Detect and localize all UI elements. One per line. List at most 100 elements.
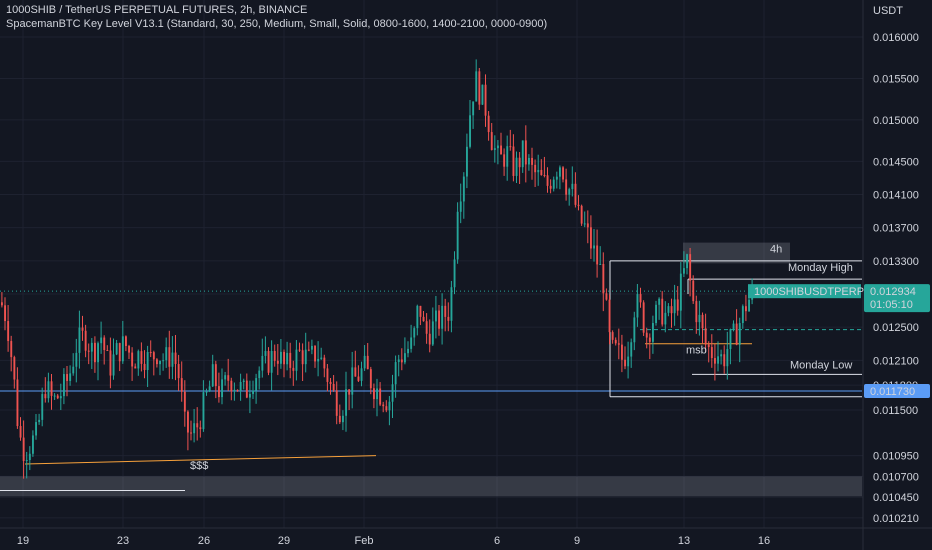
annotation-label: Monday High	[788, 262, 853, 274]
candle-body	[221, 379, 223, 398]
candle-body	[360, 368, 363, 381]
price-tick-label: 0.010210	[873, 513, 919, 525]
price-tick-label: 0.011500	[873, 405, 918, 417]
level-price-value: 0.011730	[870, 386, 915, 398]
symbol-label: 1000SHIBUSDTPERP	[754, 286, 864, 298]
candle-body	[419, 305, 422, 317]
time-axis[interactable]: 19 23 26 29 Feb 6 9 13 16	[17, 535, 770, 547]
candle-body	[13, 357, 16, 380]
candle-body	[329, 381, 332, 385]
candle-body	[726, 349, 729, 367]
price-tick-label: 0.013300	[873, 256, 919, 268]
candle-body	[159, 360, 161, 365]
candle-body	[112, 354, 115, 376]
candle-body	[497, 145, 499, 149]
candle-body	[435, 310, 437, 322]
candle-body	[59, 396, 62, 399]
time-tick-label: Feb	[355, 535, 374, 547]
candle-body	[428, 333, 431, 345]
candle-body	[242, 380, 245, 383]
candle-body	[211, 364, 214, 387]
candle-body	[614, 339, 617, 344]
candle-body	[686, 254, 688, 269]
candle-body	[456, 211, 459, 260]
candle-body	[565, 179, 568, 195]
candle-body	[1, 302, 3, 306]
candle-body	[162, 360, 165, 362]
candle-body	[698, 314, 701, 323]
candle-body	[515, 157, 518, 176]
candle-body	[503, 154, 506, 167]
candle-body	[552, 179, 555, 189]
candle-body	[245, 380, 248, 398]
candle-body	[373, 388, 375, 400]
candle-body	[78, 327, 81, 353]
candle-body	[314, 345, 316, 362]
current-price-value: 0.012934	[870, 286, 916, 298]
candle-body	[450, 287, 453, 321]
candle-body	[273, 351, 276, 361]
candle-body	[611, 332, 614, 340]
candle-body	[648, 337, 651, 342]
candle-body	[121, 336, 124, 362]
candle-body	[655, 304, 657, 324]
candle-body	[249, 393, 251, 398]
candle-body	[28, 453, 31, 461]
time-tick-label: 23	[117, 535, 129, 547]
candle-body	[679, 273, 682, 311]
candle-body	[524, 140, 527, 165]
candle-body	[125, 336, 127, 346]
candle-body	[338, 415, 341, 423]
candle-body	[25, 460, 28, 462]
candle-body	[230, 380, 233, 392]
candle-body	[267, 351, 270, 373]
candle-body	[707, 344, 710, 348]
candle-body	[586, 223, 589, 228]
time-tick-label: 19	[17, 535, 29, 547]
candle-body	[227, 375, 230, 381]
price-tick-label: 0.016000	[873, 32, 919, 44]
candle-body	[56, 395, 59, 399]
candle-body	[493, 148, 496, 150]
candle-body	[667, 306, 670, 313]
candle-body	[506, 146, 509, 167]
candle-body	[109, 350, 112, 376]
candle-body	[704, 328, 707, 345]
candle-body	[261, 355, 264, 371]
candle-body	[528, 157, 530, 165]
candle-body	[472, 101, 475, 116]
candle-body	[351, 367, 354, 395]
candle-body	[689, 254, 692, 281]
candle-body	[617, 343, 620, 345]
candle-body	[146, 352, 149, 371]
candle-body	[233, 389, 236, 392]
candle-body	[292, 367, 295, 371]
candle-body	[94, 342, 96, 363]
candle-body	[683, 268, 685, 274]
candle-body	[602, 263, 605, 294]
candle-body	[670, 306, 673, 314]
candle-body	[633, 317, 636, 343]
key-levels	[0, 242, 863, 497]
candle-body	[559, 167, 561, 177]
candle-body	[38, 419, 41, 423]
time-tick-label: 13	[678, 535, 690, 547]
candle-body	[627, 356, 630, 367]
candle-body	[490, 132, 493, 150]
candle-body	[732, 323, 735, 330]
candle-body	[22, 437, 25, 461]
candle-body	[453, 259, 456, 288]
annotation-label: msb	[686, 345, 707, 357]
candle-body	[97, 343, 99, 363]
candle-body	[512, 146, 515, 176]
candle-body	[283, 351, 285, 365]
price-tick-label: 0.010950	[873, 451, 919, 463]
candle-body	[218, 386, 220, 398]
candle-body	[357, 376, 360, 381]
candle-body	[335, 390, 338, 416]
candle-body	[710, 347, 713, 359]
candle-body	[100, 337, 103, 344]
candle-body	[404, 353, 406, 363]
